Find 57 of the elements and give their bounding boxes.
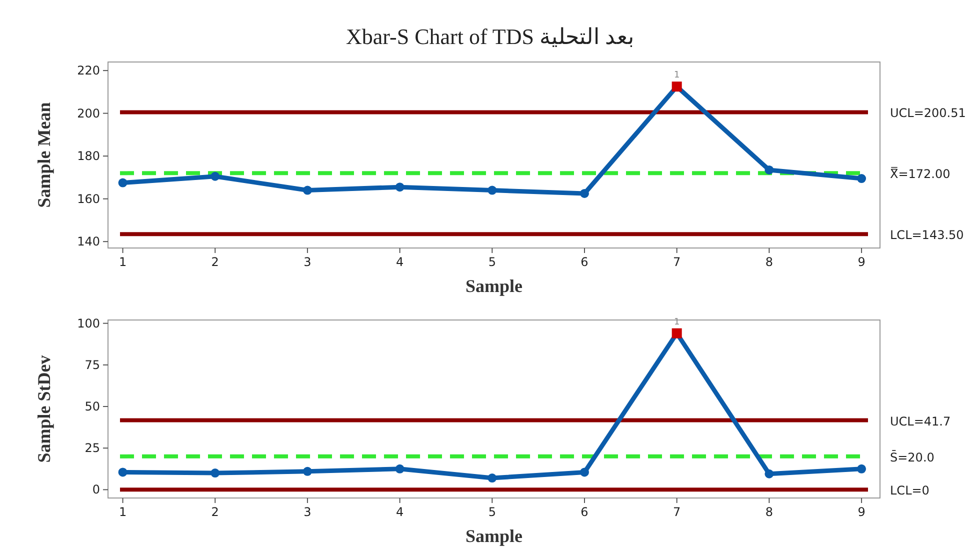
ref-line-label: S̄=20.0 (890, 450, 934, 464)
point (488, 474, 497, 483)
x-tick-label: 2 (211, 255, 219, 269)
ref-line-label: UCL=200.51 (890, 106, 966, 120)
ref-line-label: LCL=0 (890, 484, 930, 498)
x-tick-label: 7 (673, 505, 681, 519)
point (118, 178, 128, 188)
y-tick-label: 200 (77, 106, 100, 120)
x-tick-label: 8 (765, 505, 774, 519)
y-tick-label: 180 (77, 149, 100, 164)
ref-line-label: UCL=41.7 (890, 414, 951, 428)
annotation: 1 (674, 317, 680, 328)
x-tick-label: 6 (580, 505, 588, 519)
point (857, 464, 866, 474)
x-tick-label: 1 (118, 255, 127, 269)
point (764, 165, 774, 174)
point (395, 182, 404, 192)
x-axis-title: Sample (465, 276, 523, 296)
ref-line-label: LCL=143.50 (890, 228, 964, 242)
point (488, 186, 497, 195)
y-tick-label: 0 (92, 482, 100, 497)
point (580, 188, 589, 198)
ref-line-label: X̿=172.00 (890, 166, 950, 182)
x-tick-label: 3 (304, 505, 312, 519)
point (302, 186, 312, 195)
y-tick-label: 25 (84, 441, 100, 456)
x-tick-label: 8 (765, 255, 774, 269)
y-tick-label: 50 (84, 400, 100, 414)
x-tick-label: 1 (118, 505, 127, 519)
chart-title: Xbar-S Chart of TDS بعد التحلية (346, 24, 634, 49)
y-axis-title: Sample StDev (34, 355, 54, 463)
y-tick-label: 75 (84, 358, 100, 372)
x-axis-title: Sample (465, 526, 523, 546)
point (857, 174, 866, 184)
x-tick-label: 6 (580, 255, 588, 269)
point (764, 469, 774, 478)
point (210, 172, 220, 181)
x-tick-label: 7 (673, 255, 681, 269)
x-tick-label: 5 (488, 505, 496, 519)
x-tick-label: 2 (211, 505, 219, 519)
point (210, 468, 220, 478)
x-tick-label: 9 (858, 505, 866, 519)
y-tick-label: 100 (77, 316, 100, 330)
y-tick-label: 140 (77, 234, 100, 249)
y-tick-label: 160 (77, 192, 100, 206)
y-tick-label: 220 (77, 64, 100, 78)
x-tick-label: 9 (858, 255, 866, 269)
x-tick-label: 4 (396, 255, 404, 269)
y-axis-title: Sample Mean (34, 102, 54, 208)
x-tick-label: 3 (304, 255, 312, 269)
point (395, 464, 404, 474)
point (118, 468, 128, 477)
annotation: 1 (674, 70, 680, 81)
point (580, 468, 589, 477)
x-tick-label: 5 (488, 255, 496, 269)
point (302, 466, 312, 476)
x-tick-label: 4 (396, 505, 404, 519)
